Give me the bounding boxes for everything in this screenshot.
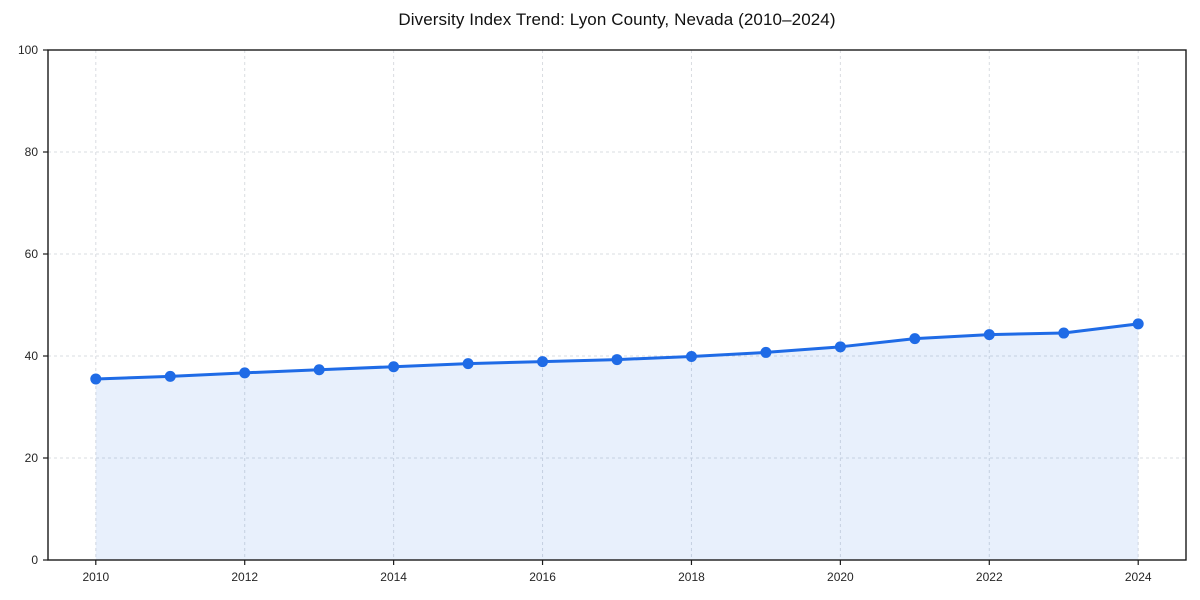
x-tick-label: 2020 [827,570,854,584]
area-fill [95,323,1139,560]
gridlines-layer [48,50,1186,560]
y-tick-label: 40 [25,349,39,363]
data-point [983,329,995,341]
x-tick-label: 2014 [380,570,407,584]
x-tick-label: 2016 [529,570,556,584]
plot-frame [47,49,1187,561]
x-tick-label: 2010 [82,570,109,584]
area-fill-layer [95,323,1139,560]
data-point [388,361,400,373]
data-point [164,370,176,382]
y-tick-label: 20 [25,451,39,465]
x-tick-label: 2022 [976,570,1003,584]
y-tick-label: 0 [31,553,38,567]
data-point [313,364,325,376]
data-point [685,351,697,363]
data-point [239,367,251,379]
data-point [834,341,846,353]
tick-labels-layer: 0 20 40 60 80 100 2010 2012 2014 2016 2018 2020 2022… [18,43,1152,584]
data-point [462,358,474,370]
x-tick-label: 2024 [1125,570,1152,584]
y-tick-label: 80 [25,145,39,159]
x-tick-label: 2018 [678,570,705,584]
data-points-layer [90,318,1144,385]
data-point [760,346,772,358]
data-point [611,354,623,366]
data-point [537,356,549,368]
data-point [1058,327,1070,339]
y-tick-label: 60 [25,247,39,261]
y-tick-label: 100 [18,43,38,57]
data-point [1132,318,1144,330]
axes-layer [43,49,1187,565]
x-tick-label: 2012 [231,570,258,584]
chart-title: Diversity Index Trend: Lyon County, Neva… [398,10,836,29]
data-point [909,333,921,345]
data-point [90,373,102,385]
